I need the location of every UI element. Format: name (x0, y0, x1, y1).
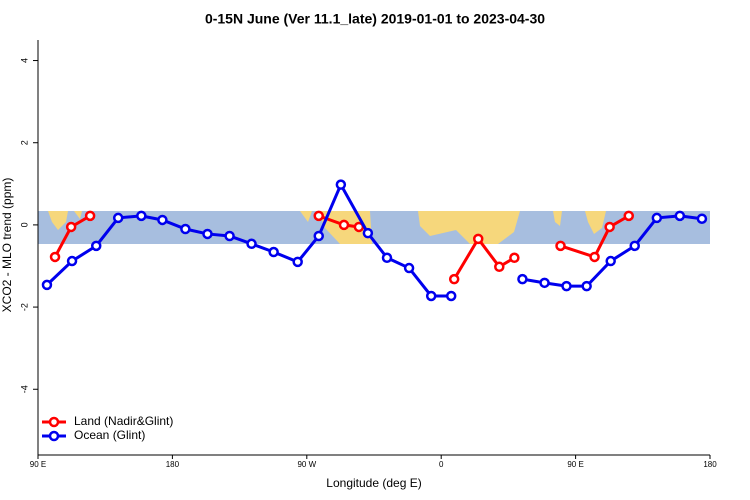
point (589, 251, 600, 263)
point (362, 227, 374, 239)
x-tick-label: 90 W (297, 460, 316, 469)
x-tick-label: 90 E (30, 460, 46, 469)
land-patch (585, 211, 606, 234)
point (136, 210, 147, 222)
x-tick-label: 90 E (567, 460, 583, 469)
point (335, 179, 347, 190)
y-tick-label: -4 (19, 385, 29, 393)
point (472, 233, 484, 245)
land-patch (418, 211, 520, 244)
land-patch (300, 211, 312, 222)
x-axis-label: Longitude (deg E) (326, 476, 421, 490)
point (494, 261, 505, 273)
y-tick-label: 4 (19, 58, 29, 63)
point (696, 213, 708, 224)
point (381, 252, 393, 264)
point (313, 230, 324, 242)
point (604, 221, 615, 233)
point (605, 255, 616, 267)
x-tick-label: 0 (439, 460, 444, 469)
point (338, 219, 350, 231)
point (180, 223, 191, 235)
point (445, 290, 457, 302)
chart-title: 0-15N June (Ver 11.1_late) 2019-01-01 to… (205, 11, 545, 27)
point (539, 277, 550, 289)
point (517, 273, 528, 285)
legend-label: Ocean (Glint) (74, 428, 145, 442)
point (448, 273, 460, 285)
point (509, 252, 520, 264)
point (425, 290, 437, 302)
point (66, 255, 78, 267)
point (268, 246, 279, 258)
point (157, 214, 168, 226)
legend-marker (48, 430, 60, 442)
point (112, 212, 124, 224)
y-tick-label: 2 (19, 140, 29, 145)
point (49, 251, 61, 263)
point (623, 210, 635, 222)
x-tick-label: 180 (166, 460, 180, 469)
x-tick-label: 180 (703, 460, 717, 469)
y-axis-label: XCO2 - MLO trend (ppm) (0, 178, 14, 313)
land-patch (553, 211, 562, 226)
point (65, 221, 77, 233)
legend-label: Land (Nadir&Glint) (74, 414, 173, 428)
y-tick-label: 0 (19, 222, 29, 227)
land-patch (48, 211, 68, 230)
point (90, 240, 102, 252)
y-tick-label: -2 (19, 303, 29, 311)
point (202, 228, 213, 240)
point (41, 279, 53, 291)
point (674, 210, 686, 222)
point (292, 256, 303, 268)
point (403, 262, 415, 274)
point (313, 210, 324, 222)
point (629, 240, 640, 252)
point (246, 238, 257, 250)
legend-marker (48, 416, 60, 428)
point (555, 240, 566, 252)
point (224, 230, 235, 242)
point (84, 210, 96, 222)
point (561, 280, 572, 292)
land-patch (74, 211, 82, 219)
point (581, 280, 592, 292)
point (651, 212, 663, 224)
